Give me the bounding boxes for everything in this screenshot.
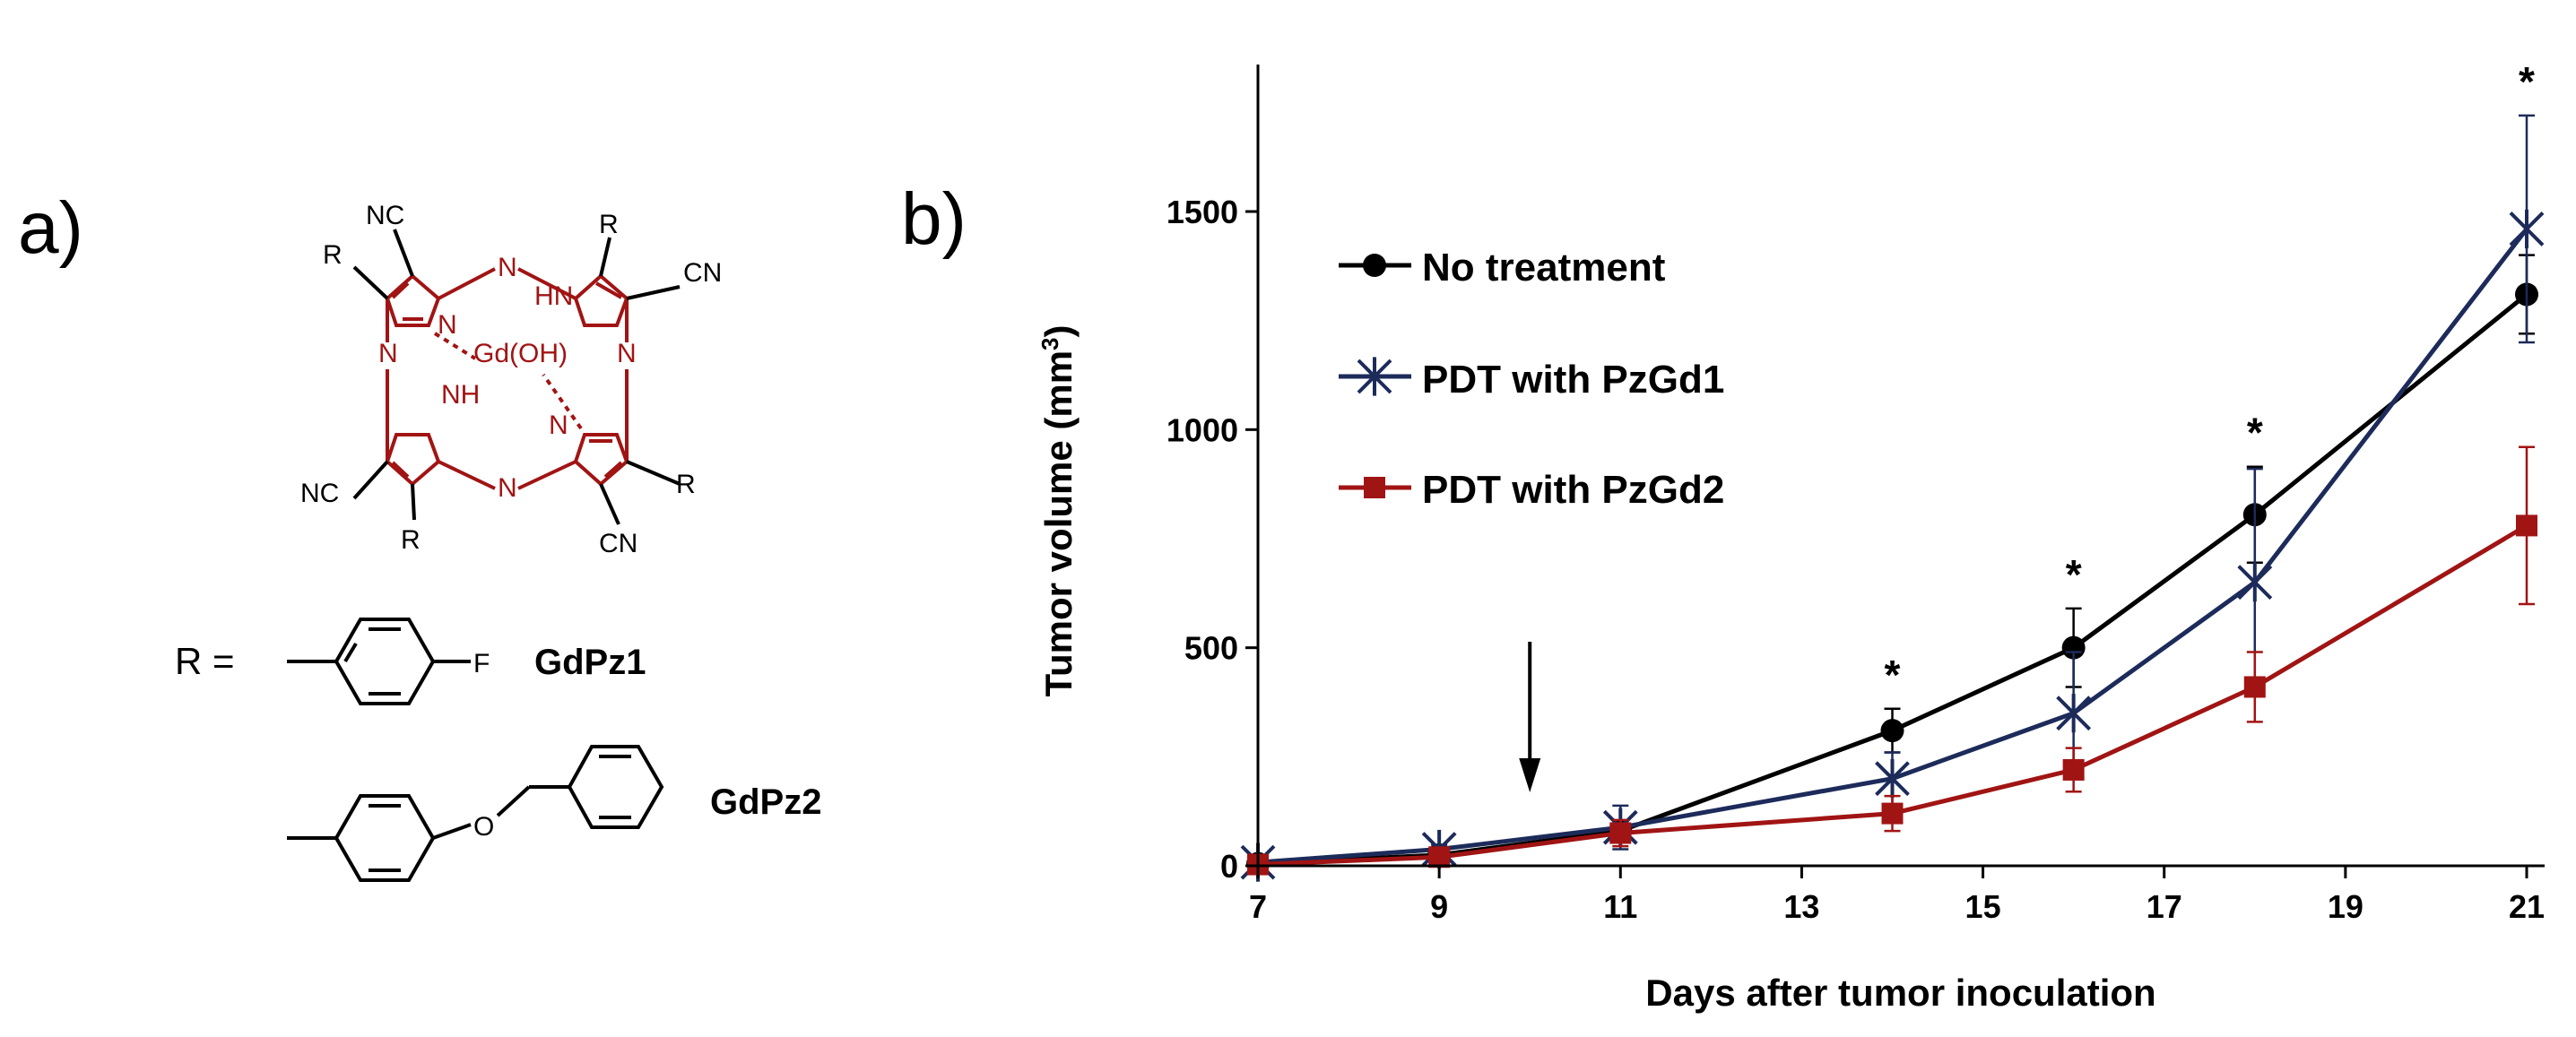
- substituent-label: NC: [366, 201, 404, 230]
- data-point: [2237, 563, 2273, 602]
- metal-label: Gd(OH): [473, 339, 568, 368]
- ring-atom-label: N: [498, 253, 517, 282]
- data-point: [1881, 802, 1904, 825]
- tumor-volume-chart: 0 500 1000 1500 7 9 11 13 15 17 19 21 Days after tu…: [1036, 58, 2545, 1014]
- y-axis-title: Tumor volume (mm3): [1036, 324, 1080, 696]
- substituent-label: CN: [599, 529, 637, 558]
- compound-1-label: GdPz1: [534, 643, 646, 682]
- legend-label-no-treatment: No treatment: [1422, 246, 1666, 289]
- substituent-bonds: [352, 229, 681, 525]
- r-group-label: R =: [175, 640, 235, 682]
- pyrrole-top-left: [385, 273, 441, 327]
- x-tick-label: 21: [2509, 888, 2545, 925]
- x-tick-label: 11: [1603, 888, 1637, 925]
- x-tick-label: 9: [1430, 888, 1448, 925]
- x-tick-label: 7: [1249, 888, 1267, 925]
- treatment-arrow: [1519, 642, 1541, 792]
- ring-atom-label: N: [378, 339, 398, 368]
- ticks-layer: 0 500 1000 1500 7 9 11 13 15 17 19 21: [1167, 194, 2545, 925]
- ring-atom-label: N: [617, 339, 637, 368]
- significance-layer: * * * *: [1885, 58, 2536, 698]
- significance-mark: *: [1885, 652, 1901, 698]
- substituent-label: R: [323, 240, 343, 270]
- benzyloxyphenyl-structure: [287, 745, 664, 882]
- significance-mark: *: [2247, 410, 2263, 456]
- substituent-label: R: [599, 210, 619, 239]
- ring-atom-label: N: [498, 473, 517, 503]
- x-tick-label: 17: [2147, 888, 2182, 925]
- data-point: [1880, 719, 1904, 743]
- ring-atom-label: HN: [534, 281, 573, 311]
- substituent-label: R: [401, 525, 421, 555]
- legend: No treatment PDT with PzGd1 PDT with PzG…: [1339, 246, 1724, 512]
- x-tick-label: 19: [2328, 888, 2364, 925]
- y-axis-title-close: ): [1037, 324, 1080, 337]
- data-point: [1609, 822, 1632, 844]
- ring-atom-label: N: [549, 410, 568, 440]
- compound-2-label: GdPz2: [710, 782, 821, 822]
- legend-marker: [1363, 254, 1386, 277]
- meso-bridges: [386, 267, 629, 490]
- ring-atom-label: NH: [441, 380, 480, 410]
- substituent-label: NC: [300, 479, 339, 508]
- y-axis-title-main: Tumor volume (mm: [1037, 350, 1080, 697]
- substituent-label: R: [676, 470, 696, 499]
- y-tick-label: 0: [1220, 848, 1238, 885]
- data-point: [2516, 514, 2537, 537]
- panel-a-label: a): [18, 187, 83, 269]
- ring-atom-label: N: [438, 310, 457, 340]
- significance-mark: *: [2066, 551, 2082, 598]
- y-tick-label: 1500: [1167, 194, 1238, 230]
- y-axis-title-superscript: 3: [1036, 337, 1063, 350]
- data-point: [2056, 694, 2092, 733]
- data-point: [1875, 759, 1910, 799]
- y-tick-label: 1000: [1167, 411, 1238, 448]
- y-tick-label: 500: [1184, 630, 1238, 667]
- data-point: [2062, 758, 2085, 781]
- pyrrole-bottom-right: [573, 433, 629, 487]
- legend-label-pzgd2: PDT with PzGd2: [1422, 468, 1724, 512]
- fluorophenyl-structure: [287, 618, 471, 705]
- data-point: [2061, 635, 2086, 660]
- legend-label-pzgd1: PDT with PzGd1: [1422, 358, 1724, 402]
- substituent-label: CN: [683, 258, 722, 288]
- pyrrole-bottom-left: [385, 433, 441, 487]
- legend-swatches: [1339, 254, 1411, 498]
- legend-marker: [1357, 357, 1392, 396]
- significance-mark: *: [2519, 58, 2535, 105]
- porphyrazine-structure: N N N N N N HN NH Gd(OH) NC R R CN R CN …: [300, 201, 722, 558]
- oxygen-atom-label: O: [473, 812, 494, 842]
- data-point: [1428, 846, 1451, 868]
- pyrrole-top-right: [573, 273, 629, 327]
- data-point: [2509, 209, 2545, 249]
- panel-b-label: b): [901, 178, 967, 260]
- x-tick-label: 13: [1783, 888, 1819, 925]
- legend-marker: [1364, 477, 1385, 498]
- data-point: [2243, 676, 2266, 698]
- x-axis-title: Days after tumor inoculation: [1645, 972, 2155, 1014]
- x-tick-label: 15: [1965, 888, 2001, 925]
- fluorine-atom-label: F: [473, 649, 490, 678]
- arrow-head: [1519, 758, 1541, 792]
